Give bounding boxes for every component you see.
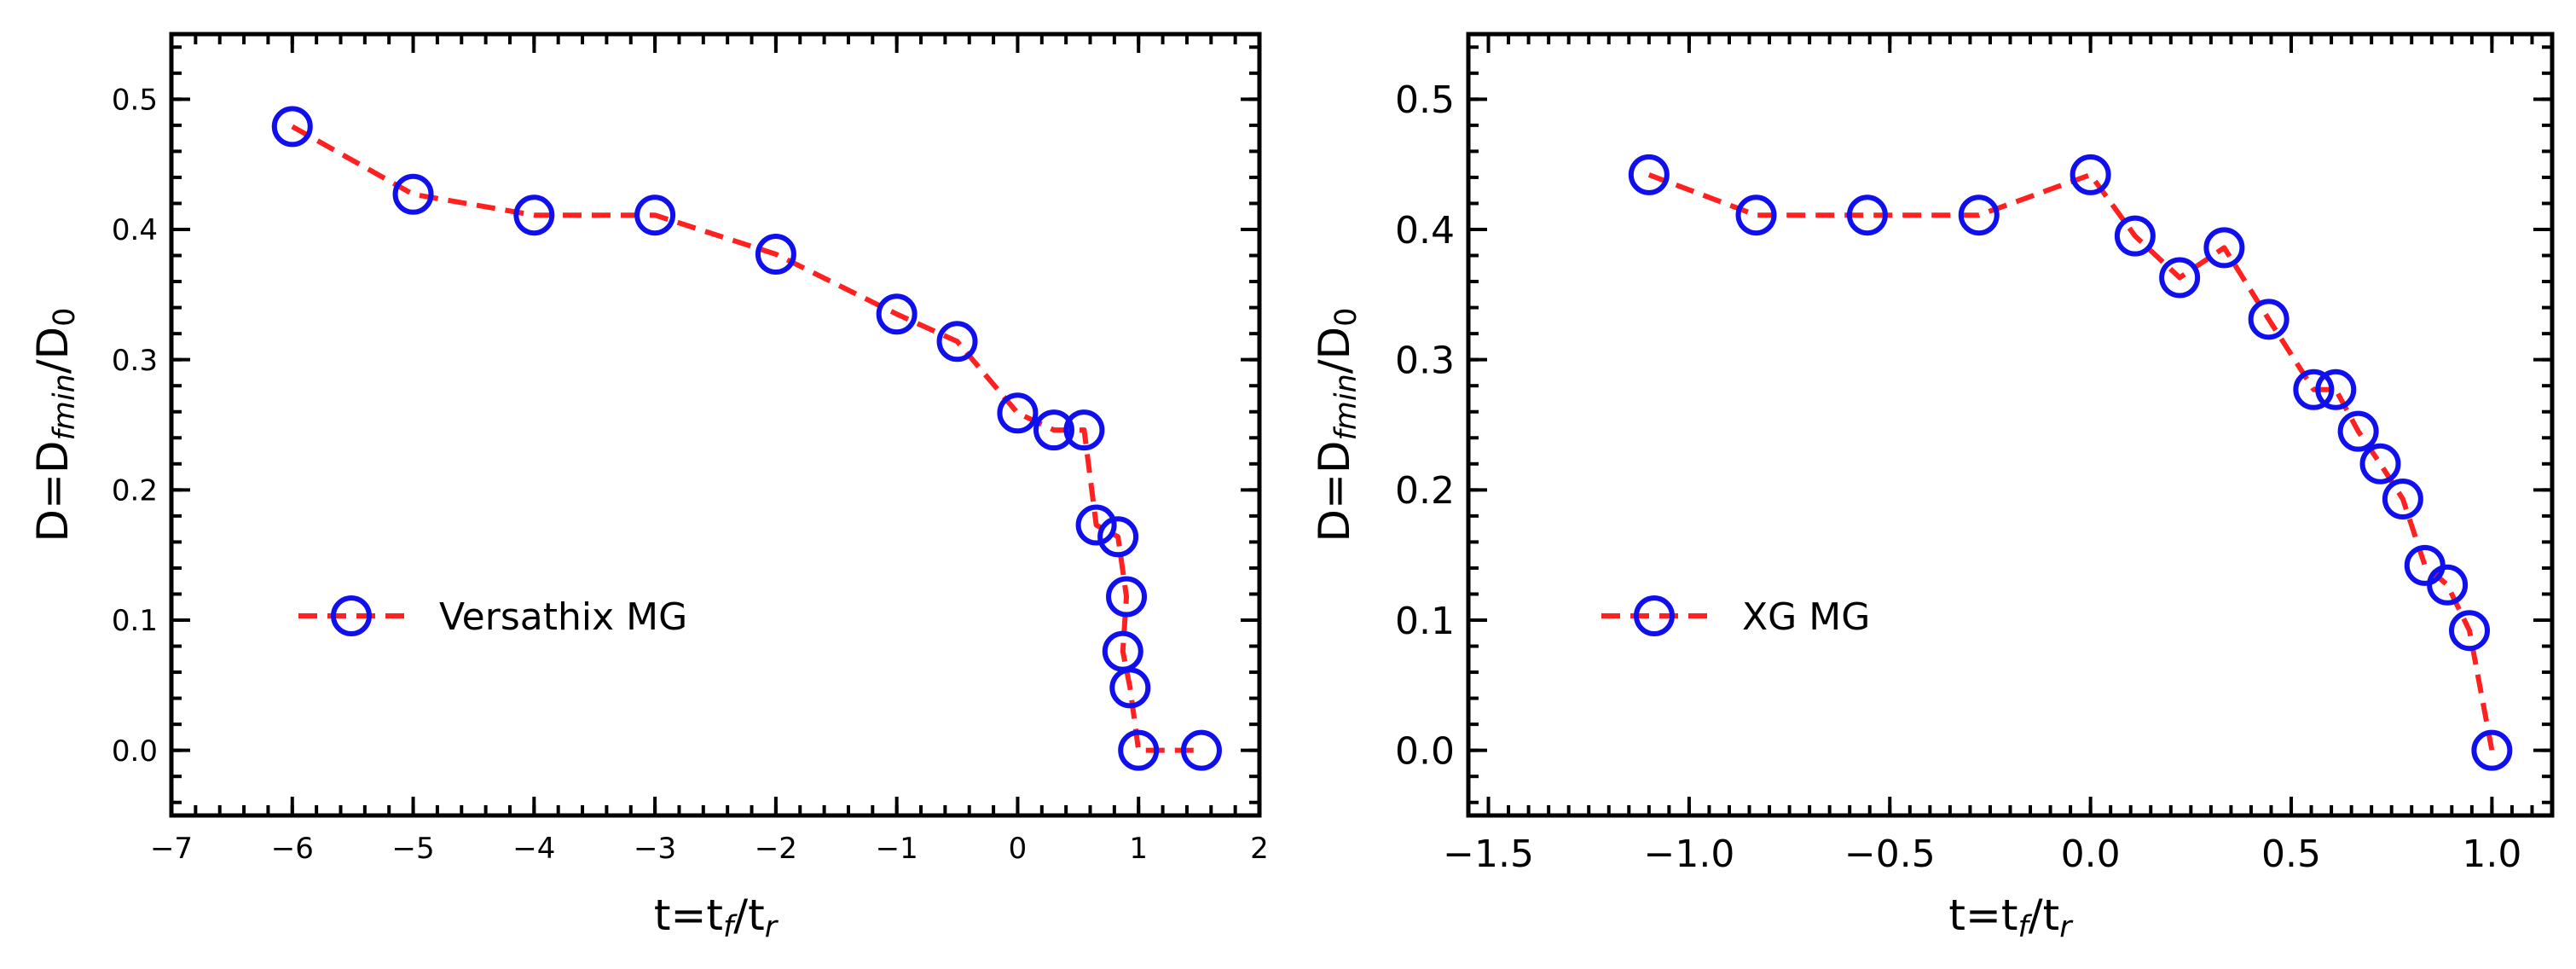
x-tick-label: −5 — [391, 832, 434, 866]
data-point — [2359, 443, 2401, 484]
x-tick-label: −1 — [876, 832, 918, 866]
major-ticks — [1468, 34, 2552, 815]
data-point — [1106, 576, 1148, 618]
data-point — [392, 173, 434, 215]
y-tick-label: 0.4 — [112, 213, 158, 247]
axis-label-sub2: r — [2059, 910, 2074, 944]
x-tick-label: 0.5 — [2261, 833, 2321, 876]
axis-label-main: t=t — [654, 891, 723, 940]
x-axis-label: t=tf/tr — [654, 891, 779, 944]
major-ticks — [170, 34, 1261, 815]
x-tick-label: −1.0 — [1643, 833, 1734, 876]
minor-ticks — [1467, 34, 2554, 815]
y-tick-label: 0.4 — [1395, 209, 1455, 252]
data-point — [2382, 479, 2423, 520]
data-point — [634, 194, 676, 236]
y-axis-label: D=Dfmin/D0 — [28, 308, 82, 543]
data-point — [755, 234, 796, 276]
data-point — [2315, 368, 2357, 410]
axis-label-mid: /D — [28, 327, 78, 374]
data-point — [1180, 729, 1222, 771]
minor-ticks — [170, 34, 1261, 815]
data-point — [2293, 368, 2335, 410]
axis-label-sub1: fmin — [48, 374, 82, 440]
chart-panel-1: −7 −6 −5 −4 −3 −2 −1 0 1 2 0.0 0.1 0.2 0.3 0.4 0.5 t=tf/… — [28, 32, 1269, 944]
x-tick-label: 0.0 — [2061, 833, 2121, 876]
data-point — [2449, 610, 2491, 652]
axis-label-mid: /D — [1310, 327, 1359, 374]
legend-marker — [1634, 595, 1675, 636]
y-tick-label: 0.3 — [112, 344, 158, 378]
axis-label-main: D=D — [28, 441, 78, 543]
legend-label: XG MG — [1742, 595, 1870, 639]
x-tick-label: −4 — [512, 832, 555, 866]
data-point — [2069, 154, 2111, 195]
axis-label-main: t=t — [1948, 891, 2017, 940]
axis-label-sub2: 0 — [48, 308, 82, 327]
data-point — [1846, 194, 1888, 236]
series-line — [1647, 171, 2495, 751]
data-point — [2203, 227, 2245, 269]
x-tick-label: 1 — [1129, 832, 1148, 866]
legend: XG MG — [1601, 595, 1870, 639]
series-line — [291, 124, 1201, 753]
y-axis-label: D=Dfmin/D0 — [1310, 308, 1363, 543]
data-point — [1958, 194, 2000, 236]
y-tick-label: 0.1 — [1395, 600, 1455, 643]
axis-label-mid: /t — [2029, 891, 2059, 940]
data-point — [1097, 516, 1139, 558]
axes-frame — [1466, 32, 2555, 818]
data-point — [2248, 299, 2289, 340]
y-tick-label: 0.2 — [1395, 469, 1455, 513]
y-tick-label: 0.1 — [112, 604, 158, 638]
data-point — [1063, 409, 1105, 451]
x-tick-label: 1.0 — [2462, 833, 2521, 876]
data-point — [1628, 154, 1670, 195]
y-tick-label: 0.3 — [1395, 339, 1455, 383]
x-tick-label: −1.5 — [1443, 833, 1534, 876]
y-tick-label: 0.5 — [112, 84, 158, 118]
data-point — [513, 194, 555, 236]
x-tick-label: −2 — [755, 832, 797, 866]
axes-frame — [169, 32, 1262, 818]
y-tick-label: 0.2 — [112, 474, 158, 508]
axis-label-sub2: r — [765, 910, 779, 944]
axis-label-sub1: fmin — [1329, 374, 1363, 440]
data-point — [2337, 410, 2379, 452]
data-point — [997, 392, 1039, 434]
data-point — [876, 293, 918, 335]
axis-label-main: D=D — [1310, 441, 1359, 543]
x-tick-label: 2 — [1250, 832, 1269, 866]
data-point — [1109, 667, 1151, 709]
data-point — [2427, 564, 2469, 606]
data-point — [1033, 409, 1074, 451]
y-tick-label: 0.5 — [1395, 78, 1455, 122]
data-point — [936, 321, 978, 363]
x-axis-label: t=tf/tr — [1948, 891, 2074, 944]
legend: Versathix MG — [298, 595, 687, 639]
axis-label-mid: /t — [733, 891, 764, 940]
legend-marker — [331, 595, 372, 636]
x-tick-label: −6 — [271, 832, 314, 866]
chart-panel-2: −1.5 −1.0 −0.5 0.0 0.5 1.0 0.0 0.1 0.2 0.3 0.4 0.5 t… — [1310, 32, 2555, 944]
x-tick-label: −3 — [634, 832, 676, 866]
data-point — [1118, 729, 1160, 771]
x-tick-label: −0.5 — [1844, 833, 1936, 876]
data-point — [271, 106, 313, 148]
x-tick-label: 0 — [1009, 832, 1028, 866]
data-point — [1735, 194, 1777, 236]
axis-label-sub2: 0 — [1329, 308, 1363, 327]
legend-label: Versathix MG — [439, 595, 687, 639]
data-point — [2159, 257, 2201, 299]
x-tick-label: −7 — [150, 832, 193, 866]
data-point — [2471, 729, 2513, 771]
data-point — [1075, 504, 1117, 546]
y-tick-label: 0.0 — [112, 734, 158, 769]
data-point — [2404, 544, 2446, 586]
y-tick-label: 0.0 — [1395, 730, 1455, 774]
data-point — [2114, 215, 2156, 257]
